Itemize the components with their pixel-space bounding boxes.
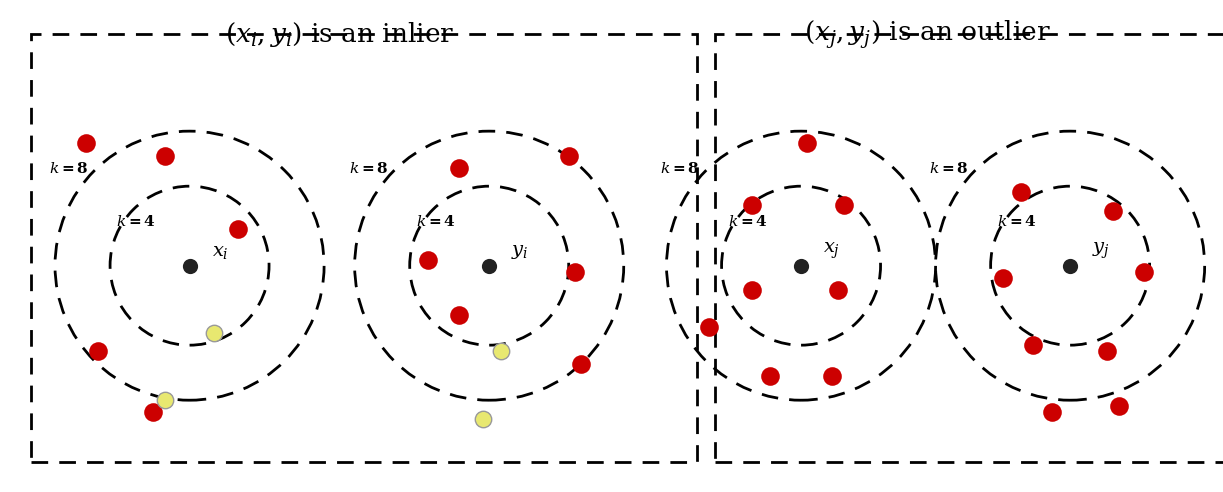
Point	[1103, 207, 1123, 215]
Point	[571, 360, 591, 368]
Point	[565, 268, 585, 276]
Bar	[715, 34, 1223, 462]
Point	[155, 396, 175, 404]
Point	[1097, 347, 1117, 355]
Point	[76, 139, 95, 147]
Point	[1060, 262, 1080, 270]
Point	[155, 152, 175, 159]
Point	[1024, 341, 1043, 349]
Point	[742, 286, 762, 294]
Text: $k\mathbf{=4}$: $k\mathbf{=4}$	[116, 215, 157, 229]
Point	[993, 274, 1013, 282]
Point	[761, 372, 780, 380]
Text: $y_i$: $y_i$	[511, 243, 528, 261]
Point	[204, 329, 224, 337]
Text: $x_i$: $x_i$	[212, 243, 229, 261]
Text: $k\mathbf{=4}$: $k\mathbf{=4}$	[997, 215, 1037, 229]
Point	[559, 152, 578, 159]
Point	[473, 415, 493, 423]
Point	[828, 286, 848, 294]
Point	[492, 347, 511, 355]
Text: $k\mathbf{=8}$: $k\mathbf{=8}$	[349, 161, 388, 176]
Point	[1134, 268, 1153, 276]
Text: $(x_j, y_j)$ is an outlier: $(x_j, y_j)$ is an outlier	[804, 18, 1051, 51]
Text: $(x_i, y_i)$ is an inlier: $(x_i, y_i)$ is an inlier	[225, 20, 455, 49]
Point	[797, 139, 817, 147]
Point	[1109, 402, 1129, 410]
Point	[1042, 408, 1062, 416]
Point	[418, 256, 438, 264]
Text: $x_j$: $x_j$	[823, 241, 840, 261]
Point	[791, 262, 811, 270]
Point	[449, 164, 468, 172]
Text: $k\mathbf{=8}$: $k\mathbf{=8}$	[660, 161, 700, 176]
Text: $k\mathbf{=4}$: $k\mathbf{=4}$	[728, 215, 768, 229]
Text: $k\mathbf{=8}$: $k\mathbf{=8}$	[49, 161, 88, 176]
Point	[700, 323, 719, 331]
Point	[834, 201, 854, 209]
Point	[180, 262, 199, 270]
Point	[88, 347, 108, 355]
Bar	[31, 34, 697, 462]
Point	[479, 262, 499, 270]
Point	[822, 372, 841, 380]
Point	[449, 310, 468, 318]
Point	[143, 408, 163, 416]
Text: $y_j$: $y_j$	[1092, 241, 1110, 261]
Text: $k\mathbf{=8}$: $k\mathbf{=8}$	[929, 161, 969, 176]
Text: $k\mathbf{=4}$: $k\mathbf{=4}$	[416, 215, 456, 229]
Point	[1011, 188, 1031, 196]
Point	[229, 225, 248, 233]
Point	[742, 201, 762, 209]
